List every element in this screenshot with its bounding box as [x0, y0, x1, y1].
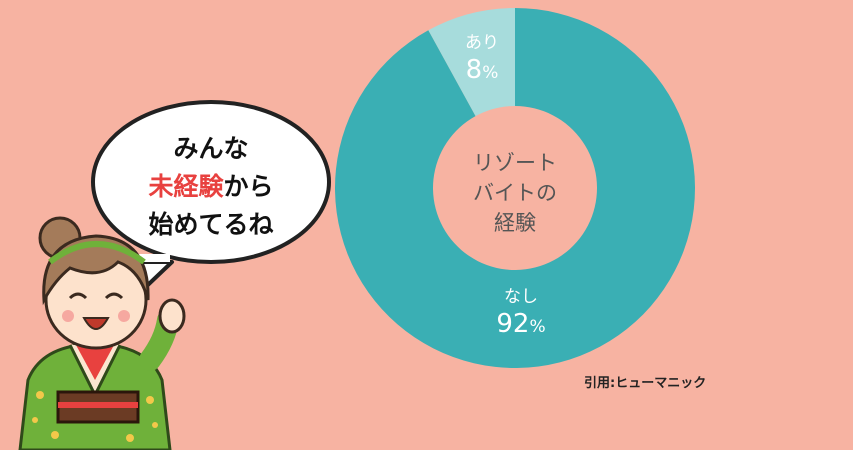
slice-value-unit: %	[529, 317, 546, 337]
center-label-line: 経験	[494, 211, 536, 235]
slice-name: あり	[465, 33, 499, 53]
slice-value-number: 92	[496, 309, 530, 339]
slice-label-nashi: なし 92%	[476, 286, 566, 343]
bubble-line-2: 未経験から	[96, 168, 326, 206]
girl-figure	[18, 216, 186, 450]
pie-slice-1	[335, 8, 696, 368]
bubble-highlight: 未経験	[148, 172, 224, 201]
bubble-line-1: みんな	[173, 134, 249, 163]
slice-value-number: 8	[465, 55, 483, 85]
center-label-line: バイトの	[473, 181, 557, 205]
slice-value: 8%	[452, 54, 512, 89]
chart-center-label: リゾート バイトの 経験	[440, 148, 590, 238]
center-label-line: リゾート	[473, 151, 557, 175]
bubble-line-3: 始めてるね	[148, 210, 274, 239]
slice-label-ari: あり 8%	[452, 32, 512, 89]
speech-bubble-text: みんな 未経験から 始めてるね	[96, 130, 326, 244]
slice-value-unit: %	[482, 63, 499, 83]
source-citation: 引用:ヒューマニック	[584, 376, 707, 391]
slice-value: 92%	[476, 308, 566, 343]
slice-name: なし	[504, 287, 538, 307]
bubble-line-2-rest: から	[223, 172, 274, 201]
pie-slice-0	[428, 8, 515, 117]
